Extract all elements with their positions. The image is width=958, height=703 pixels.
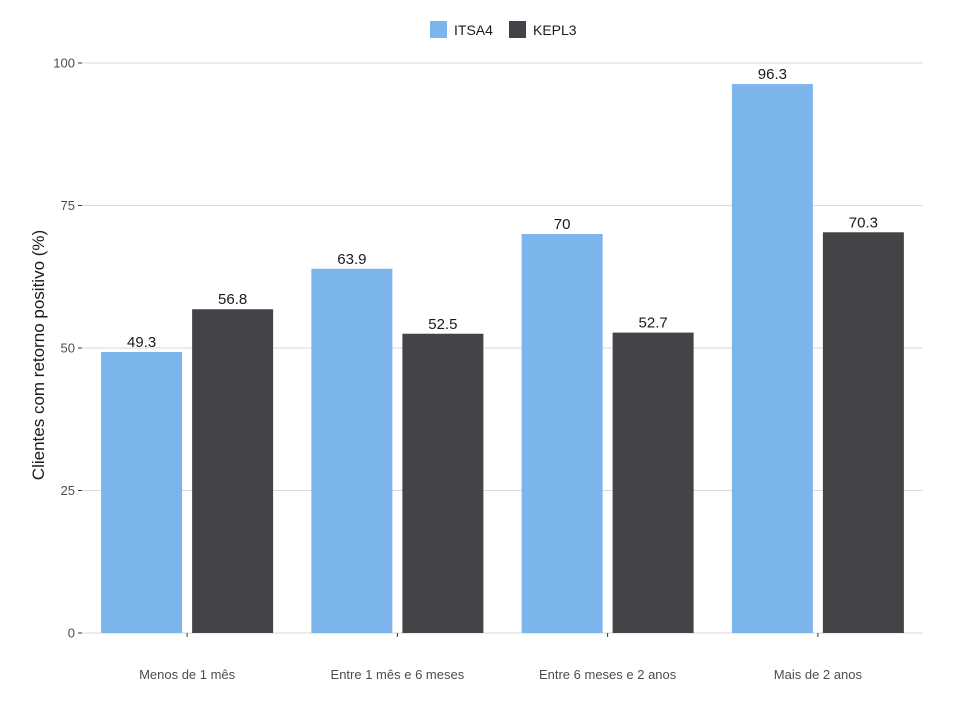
legend-label-itsa4: ITSA4 (454, 22, 493, 38)
x-tick-label: Entre 1 mês e 6 meses (331, 667, 465, 682)
bar-kepl3-1 (192, 309, 274, 633)
bar-itsa4-2 (311, 268, 393, 633)
x-tick-label: Mais de 2 anos (774, 667, 863, 682)
y-tick-label: 50 (61, 341, 75, 356)
bar-itsa4-4 (731, 84, 813, 634)
y-tick-label: 25 (61, 483, 75, 498)
data-label: 52.7 (639, 315, 668, 332)
data-label: 56.8 (218, 291, 247, 308)
data-label: 49.3 (127, 334, 156, 351)
data-label: 96.3 (758, 66, 787, 83)
legend-swatch-kepl3 (509, 21, 526, 38)
bars (101, 84, 904, 634)
bar-kepl3-3 (612, 332, 694, 633)
y-axis: 0 25 50 75 100 (53, 56, 82, 641)
bar-itsa4-1 (101, 351, 183, 633)
y-axis-title: Clientes com retorno positivo (%) (29, 230, 48, 480)
bar-kepl3-4 (822, 232, 904, 634)
x-axis: Menos de 1 mês Entre 1 mês e 6 meses Entre… (139, 633, 862, 682)
y-tick-label: 100 (53, 56, 75, 71)
legend: ITSA4 KEPL3 (430, 21, 577, 38)
data-label: 70 (554, 216, 571, 233)
bar-itsa4-3 (521, 234, 603, 633)
y-tick-label: 0 (68, 626, 75, 641)
data-label: 52.5 (428, 316, 457, 333)
bar-kepl3-2 (402, 333, 484, 633)
legend-label-kepl3: KEPL3 (533, 22, 577, 38)
x-tick-label: Menos de 1 mês (139, 667, 236, 682)
data-label: 70.3 (849, 214, 878, 231)
data-labels: 49.3 56.8 63.9 52.5 70 52.7 96.3 70.3 (127, 66, 878, 351)
y-tick-label: 75 (61, 198, 75, 213)
x-tick-label: Entre 6 meses e 2 anos (539, 667, 677, 682)
data-label: 63.9 (337, 251, 366, 268)
legend-swatch-itsa4 (430, 21, 447, 38)
